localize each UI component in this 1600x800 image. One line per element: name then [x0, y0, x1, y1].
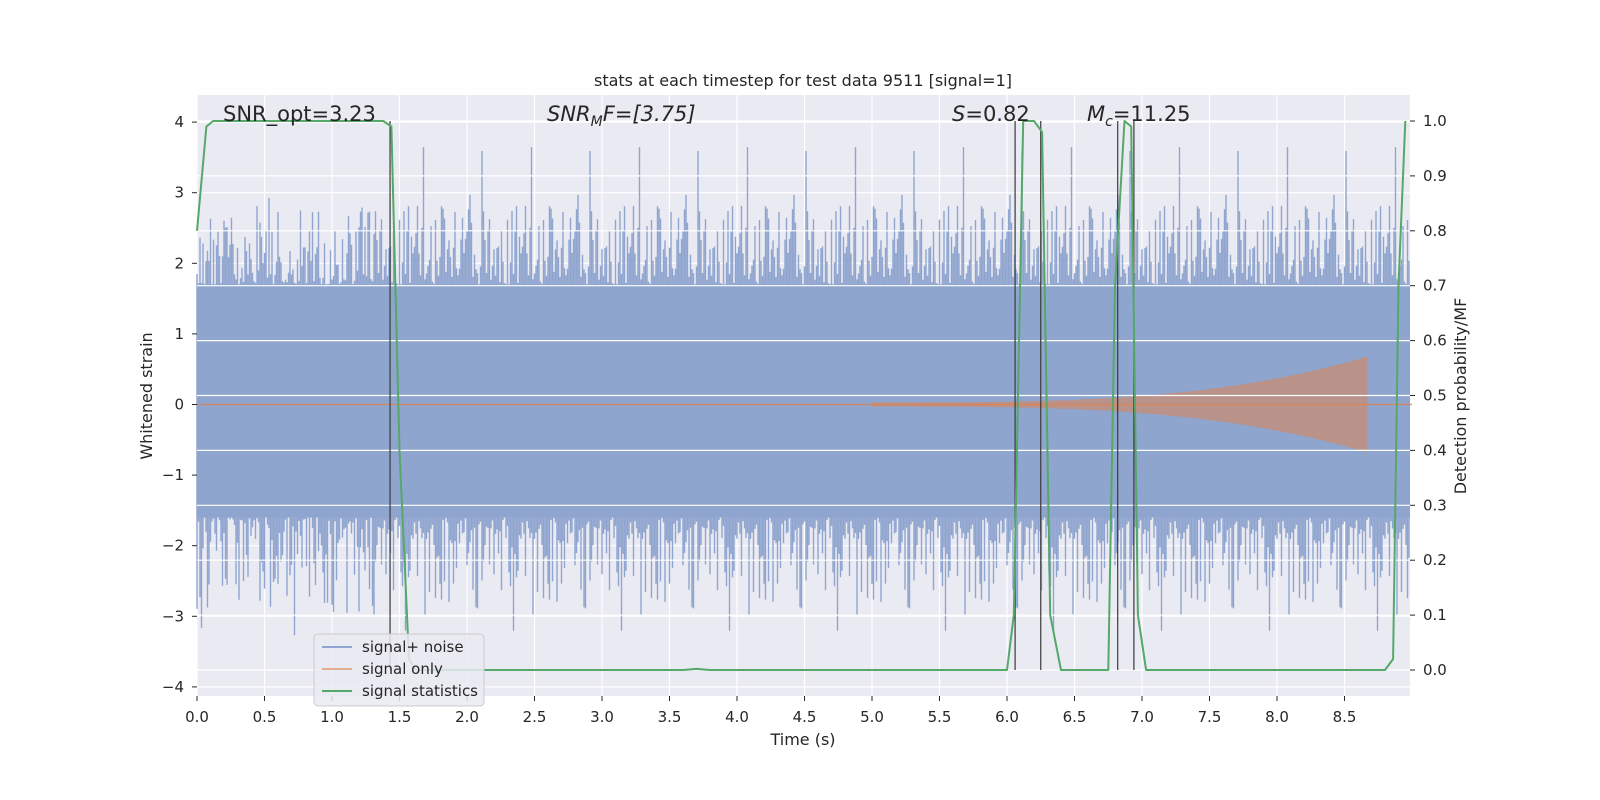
- x-tick-label: 5.0: [860, 708, 884, 726]
- y-tick-label: 2: [174, 254, 184, 272]
- x-tick-label: 7.0: [1130, 708, 1154, 726]
- y2-tick-label: 0.3: [1423, 496, 1447, 514]
- y-tick-label: −4: [162, 678, 184, 696]
- x-tick-label: 5.5: [928, 708, 952, 726]
- annotation-snr-mf: SNRMF=[3.75]: [547, 102, 696, 130]
- y-tick-label: 0: [174, 396, 184, 414]
- legend-box: [313, 633, 485, 707]
- x-tick-label: 1.0: [320, 708, 344, 726]
- legend-label-noise: signal+ noise: [362, 638, 464, 656]
- annotation-snr-opt: SNR_opt=3.23: [223, 102, 376, 127]
- y2-tick-label: 0.0: [1423, 661, 1447, 679]
- x-axis-label: Time (s): [769, 730, 835, 749]
- y2-axis-ticks: 1.0 0.9 0.8 0.7 0.6 0.5 0.4 0.3 0.2 0.1 0.0: [1410, 112, 1447, 679]
- x-tick-label: 2.5: [523, 708, 547, 726]
- y2-tick-label: 0.8: [1423, 222, 1447, 240]
- annotation-s: S=0.82: [952, 102, 1030, 126]
- y2-tick-label: 0.9: [1423, 167, 1447, 185]
- signal-statistics-line: [196, 120, 1407, 671]
- legend: signal+ noise signal only signal statist…: [313, 633, 485, 707]
- x-tick-label: 1.5: [388, 708, 412, 726]
- signal-chirp: [872, 356, 1368, 453]
- y-axis-ticks: 4 3 2 1 0 −1 −2 −3 −4: [162, 113, 197, 696]
- y2-tick-label: 0.4: [1423, 441, 1447, 459]
- x-tick-label: 0.0: [185, 708, 209, 726]
- x-tick-label: 7.5: [1198, 708, 1222, 726]
- y-tick-label: −3: [162, 607, 184, 625]
- x-tick-label: 3.0: [590, 708, 614, 726]
- x-tick-label: 8.0: [1265, 708, 1289, 726]
- x-tick-label: 4.0: [725, 708, 749, 726]
- y-tick-label: 1: [174, 325, 184, 343]
- y2-tick-label: 0.6: [1423, 332, 1447, 350]
- y2-axis-label: Detection probability/MF: [1451, 298, 1470, 495]
- x-axis-ticks: 0.0 0.5 1.0 1.5 2.0 2.5 3.0 3.5 4.0 4.5 5.0 5.5 6.0 6…: [185, 696, 1356, 726]
- y-tick-label: −2: [162, 537, 184, 555]
- x-tick-label: 0.5: [253, 708, 277, 726]
- x-tick-label: 4.5: [793, 708, 817, 726]
- y-tick-label: 3: [174, 184, 184, 202]
- annotation-mc: Mc=11.25: [1087, 102, 1191, 130]
- y-tick-label: −1: [162, 466, 184, 484]
- y2-tick-label: 0.7: [1423, 277, 1447, 295]
- y2-tick-label: 0.5: [1423, 387, 1447, 405]
- y2-tick-label: 0.2: [1423, 551, 1447, 569]
- y2-tick-label: 0.1: [1423, 606, 1447, 624]
- y2-tick-label: 1.0: [1423, 112, 1447, 130]
- x-tick-label: 3.5: [658, 708, 682, 726]
- legend-label-stats: signal statistics: [362, 682, 478, 700]
- signal-only-series: [197, 356, 1412, 453]
- y-axis-label: Whitened strain: [137, 332, 156, 459]
- legend-label-signal: signal only: [362, 660, 443, 678]
- x-tick-label: 8.5: [1333, 708, 1357, 726]
- y-tick-label: 4: [174, 113, 184, 131]
- x-tick-label: 6.5: [1063, 708, 1087, 726]
- x-tick-label: 2.0: [455, 708, 479, 726]
- signal-statistics-series: [196, 120, 1407, 671]
- chart-title: stats at each timestep for test data 951…: [594, 71, 1012, 90]
- x-tick-label: 6.0: [995, 708, 1019, 726]
